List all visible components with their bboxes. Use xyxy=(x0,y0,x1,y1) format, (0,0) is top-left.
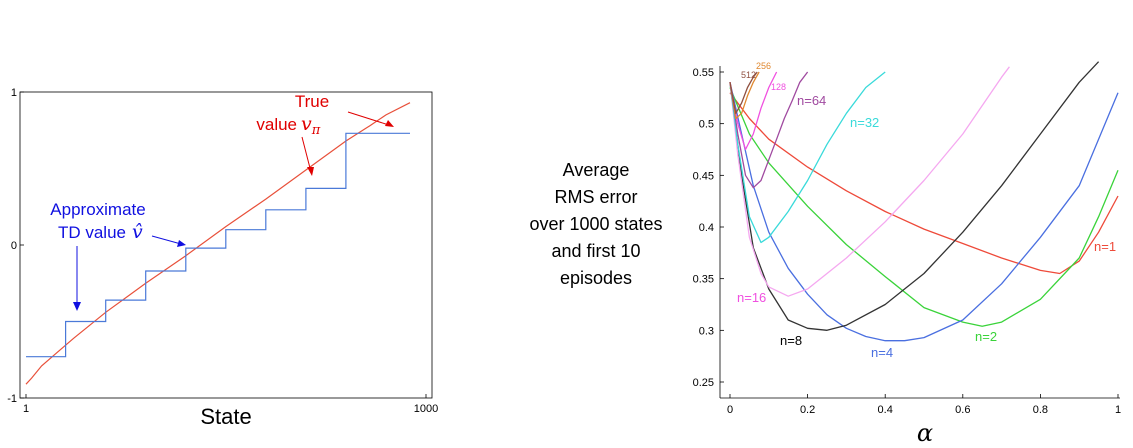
true-value-line2: value xyxy=(256,115,297,134)
right-ytick-label: 0.3 xyxy=(699,325,714,337)
right-ytick-label: 0.25 xyxy=(693,377,714,389)
label-n128: 128 xyxy=(771,82,786,92)
right-ytick-label: 0.45 xyxy=(693,170,714,182)
right-ylabel: Average RMS error over 1000 states and f… xyxy=(529,160,662,288)
true-value-arrowhead-2 xyxy=(307,167,314,176)
td-value-symbol: v̂ xyxy=(132,221,143,243)
true-value-v: v xyxy=(301,113,312,135)
label-n64: n=64 xyxy=(797,93,826,108)
left-ytick-label: 1 xyxy=(11,87,17,99)
left-xtick-label: 1000 xyxy=(414,403,438,415)
td-value-line1: Approximate xyxy=(50,200,145,219)
right-xtick-label: 0.8 xyxy=(1033,404,1048,416)
true-value-arrowhead-1 xyxy=(385,120,394,127)
right-ytick-label: 0.5 xyxy=(699,119,714,131)
td-value-arrowhead-2 xyxy=(177,240,186,247)
left-ytick-label: -1 xyxy=(7,393,17,405)
label-n16: n=16 xyxy=(737,290,766,305)
label-n4: n=4 xyxy=(871,345,893,360)
ylabel-line-1: Average xyxy=(563,160,630,180)
right-xtick-label: 0.4 xyxy=(878,404,893,416)
true-value-arrow-1 xyxy=(347,111,393,127)
true-value-arrow-2 xyxy=(301,136,312,173)
right-series-n256 xyxy=(729,71,760,120)
ylabel-line-4: and first 10 xyxy=(551,241,640,261)
td-value-arrow-2 xyxy=(151,235,182,245)
right-series-n1 xyxy=(729,92,1119,275)
right-xtick-label: 0 xyxy=(727,404,733,416)
left-xlabel: State xyxy=(200,404,251,429)
right-series-n8 xyxy=(729,61,1100,331)
right-series-n512 xyxy=(729,71,758,114)
label-n32: n=32 xyxy=(850,115,879,130)
td-value-arrowhead-1 xyxy=(73,302,81,311)
ylabel-line-3: over 1000 states xyxy=(529,214,662,234)
right-series-n4 xyxy=(729,82,1119,342)
right-xlabel: α xyxy=(917,419,933,447)
right-series-n16 xyxy=(729,66,1010,297)
td-value-annotation: Approximate TD value v̂ xyxy=(50,200,186,311)
left-xtick-label: 1 xyxy=(23,403,29,415)
true-value-line1: True xyxy=(295,92,329,111)
right-ytick-label: 0.55 xyxy=(693,67,714,79)
left-series-true xyxy=(25,102,411,385)
right-series-n64 xyxy=(729,71,809,189)
right-series-n128 xyxy=(729,71,778,151)
true-value-pi: π xyxy=(311,123,321,138)
left-chart: -1 0 1 1 1000 State True value vπ Approximat… xyxy=(7,87,438,429)
right-series-n2 xyxy=(729,87,1119,327)
ylabel-line-5: episodes xyxy=(560,268,632,288)
right-xtick-label: 1 xyxy=(1115,404,1121,416)
right-chart: 0.250.30.350.40.450.50.550 0.2 0.4 0.6 0.8 1 … xyxy=(693,61,1121,447)
true-value-annotation: True value vπ xyxy=(256,92,394,176)
td-value-line2: TD value xyxy=(58,223,126,242)
left-series-td xyxy=(26,132,410,358)
label-n1: n=1 xyxy=(1094,239,1116,254)
right-series-n32 xyxy=(729,71,886,244)
label-n8: n=8 xyxy=(780,333,802,348)
right-xtick-label: 0.2 xyxy=(800,404,815,416)
ylabel-line-2: RMS error xyxy=(554,187,637,207)
right-ytick-label: 0.4 xyxy=(699,222,714,234)
right-xtick-label: 0.6 xyxy=(955,404,970,416)
label-n256: 256 xyxy=(756,61,771,71)
left-ytick-label: 0 xyxy=(11,240,17,252)
label-n512: 512 xyxy=(741,70,756,80)
true-value-symbol: vπ xyxy=(301,113,321,138)
right-ytick-label: 0.35 xyxy=(693,274,714,286)
label-n2: n=2 xyxy=(975,329,997,344)
